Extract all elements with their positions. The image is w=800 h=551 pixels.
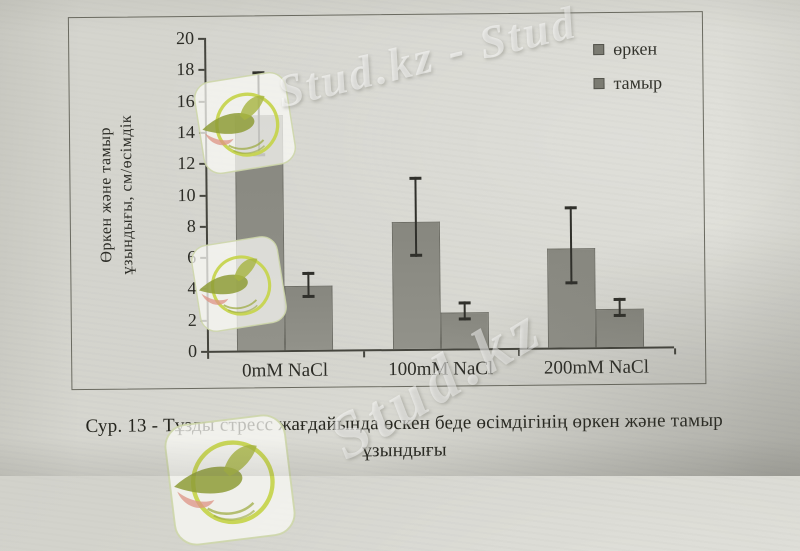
- legend: өркен тамыр: [593, 38, 662, 94]
- y-tick: [199, 225, 206, 228]
- x-category-label: 200mM NaCl: [543, 356, 650, 379]
- y-tick: [200, 256, 207, 260]
- y-tick-label: 16: [176, 90, 195, 111]
- y-tick-label: 0: [187, 340, 198, 362]
- y-tick: [199, 194, 206, 197]
- y-tick: [200, 319, 207, 322]
- x-category-label: 0mM NaCl: [241, 359, 329, 382]
- x-tick: [362, 351, 365, 358]
- y-tick-label: 4: [187, 278, 197, 299]
- legend-item-өркен: өркен: [593, 38, 662, 60]
- error-bar-өркен-100mM NaCl: [408, 176, 423, 257]
- x-tick: [674, 348, 677, 355]
- error-bar-тамыр-0mM NaCl: [301, 271, 315, 299]
- error-bar-тамыр-100mM NaCl: [457, 301, 471, 321]
- legend-label: тамыр: [613, 72, 663, 93]
- legend-item-тамыр: тамыр: [593, 72, 662, 94]
- figure-caption: Сур. 13 - Тұзды стресс жағдайында өскен …: [32, 406, 777, 467]
- y-tick-label: 8: [186, 215, 196, 236]
- scanned-document-photo: { "document": { "caption": { "line1": "С…: [0, 0, 800, 476]
- legend-marker-icon: [593, 78, 605, 90]
- x-category-label: 100mM NaCl: [388, 358, 494, 381]
- y-tick-label: 20: [175, 27, 195, 49]
- y-tick-label: 2: [187, 309, 197, 330]
- y-tick: [198, 131, 205, 134]
- y-tick: [198, 100, 205, 103]
- error-bar-өркен-0mM NaCl: [251, 71, 266, 157]
- y-tick-label: 14: [176, 121, 196, 143]
- error-bar-тамыр-200mM NaCl: [613, 298, 627, 318]
- y-tick: [198, 37, 205, 40]
- error-bar-өркен-200mM NaCl: [564, 206, 579, 285]
- y-tick-label: 10: [177, 184, 196, 205]
- x-tick: [518, 349, 521, 356]
- y-tick: [199, 163, 206, 166]
- y-tick: [200, 288, 207, 291]
- y-tick-label: 6: [187, 247, 197, 268]
- y-tick-label: 12: [177, 153, 196, 174]
- y-tick-label: 18: [176, 59, 195, 80]
- x-tick: [207, 352, 210, 359]
- legend-label: өркен: [613, 38, 658, 59]
- y-tick: [198, 69, 205, 72]
- legend-marker-icon: [593, 44, 605, 56]
